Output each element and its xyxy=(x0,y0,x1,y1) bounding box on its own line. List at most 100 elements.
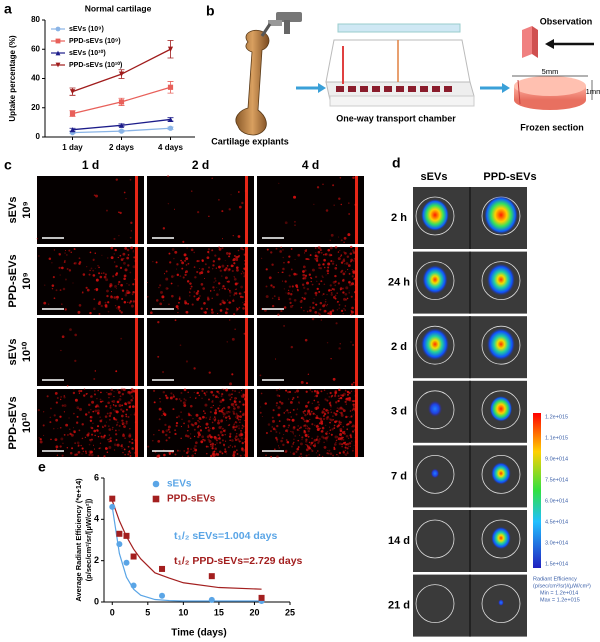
texture xyxy=(89,416,92,419)
texture xyxy=(289,305,293,308)
texture xyxy=(217,419,220,422)
texture xyxy=(215,454,217,456)
texture xyxy=(98,266,100,269)
texture xyxy=(270,455,272,458)
texture xyxy=(340,254,343,256)
texture xyxy=(77,450,81,454)
texture xyxy=(92,444,95,446)
texture xyxy=(308,273,311,276)
texture xyxy=(270,430,272,433)
texture xyxy=(96,411,100,415)
texture xyxy=(63,396,66,399)
marker xyxy=(130,582,137,589)
texture xyxy=(272,419,275,423)
texture xyxy=(124,453,126,456)
texture xyxy=(310,276,312,279)
texture xyxy=(91,400,95,404)
texture xyxy=(323,266,326,269)
marker xyxy=(123,559,130,566)
texture xyxy=(74,359,77,362)
texture xyxy=(238,427,241,430)
texture xyxy=(130,304,134,308)
row-label: sEVs xyxy=(7,197,19,224)
texture xyxy=(67,434,69,436)
texture xyxy=(203,439,206,442)
texture xyxy=(332,419,335,421)
texture xyxy=(78,392,81,394)
texture xyxy=(182,240,185,243)
texture xyxy=(129,178,132,181)
texture xyxy=(229,436,231,438)
texture xyxy=(53,297,56,300)
texture xyxy=(338,236,340,238)
texture xyxy=(233,407,236,410)
texture xyxy=(206,391,208,393)
texture xyxy=(88,443,91,446)
texture xyxy=(288,398,290,400)
texture xyxy=(90,450,93,454)
texture xyxy=(240,273,243,275)
texture xyxy=(302,273,306,277)
texture xyxy=(320,390,323,393)
texture xyxy=(261,257,263,259)
texture xyxy=(107,401,110,405)
texture xyxy=(234,403,238,406)
texture xyxy=(212,452,216,456)
texture xyxy=(104,424,107,427)
texture xyxy=(131,441,134,445)
texture xyxy=(314,254,318,258)
texture xyxy=(306,444,309,447)
texture xyxy=(233,313,236,316)
texture xyxy=(310,441,314,445)
texture xyxy=(224,416,228,419)
texture xyxy=(159,284,162,287)
texture xyxy=(324,436,328,440)
texture xyxy=(330,289,333,292)
texture xyxy=(161,370,165,374)
texture xyxy=(114,409,118,413)
texture xyxy=(152,440,154,442)
row-label: 3 d xyxy=(391,406,407,418)
texture xyxy=(304,413,307,417)
texture xyxy=(120,414,124,418)
texture xyxy=(218,450,222,454)
texture xyxy=(315,438,318,441)
texture xyxy=(221,439,224,442)
texture xyxy=(217,257,221,261)
texture xyxy=(183,388,187,392)
texture xyxy=(175,305,179,309)
texture xyxy=(233,397,237,400)
texture xyxy=(280,246,282,249)
texture xyxy=(178,296,181,299)
texture xyxy=(302,270,305,273)
texture xyxy=(169,261,172,264)
texture xyxy=(187,302,190,305)
texture xyxy=(352,447,354,449)
texture xyxy=(210,445,213,448)
texture xyxy=(288,418,291,421)
texture xyxy=(108,396,110,399)
texture xyxy=(221,393,224,396)
texture xyxy=(162,412,166,416)
texture xyxy=(212,404,215,407)
texture xyxy=(328,396,330,398)
texture xyxy=(317,246,321,249)
texture xyxy=(236,405,240,409)
texture xyxy=(326,430,329,433)
texture xyxy=(293,195,297,199)
texture xyxy=(326,440,328,442)
texture xyxy=(115,265,118,268)
texture xyxy=(115,433,118,436)
micrograph xyxy=(257,176,364,244)
texture xyxy=(129,455,132,457)
texture xyxy=(107,301,110,304)
texture xyxy=(118,424,121,427)
texture xyxy=(183,253,187,257)
marker xyxy=(55,38,61,44)
texture xyxy=(345,298,348,301)
texture xyxy=(267,423,271,426)
texture xyxy=(208,253,210,255)
texture xyxy=(116,443,120,447)
texture xyxy=(189,396,191,398)
texture xyxy=(77,407,79,409)
